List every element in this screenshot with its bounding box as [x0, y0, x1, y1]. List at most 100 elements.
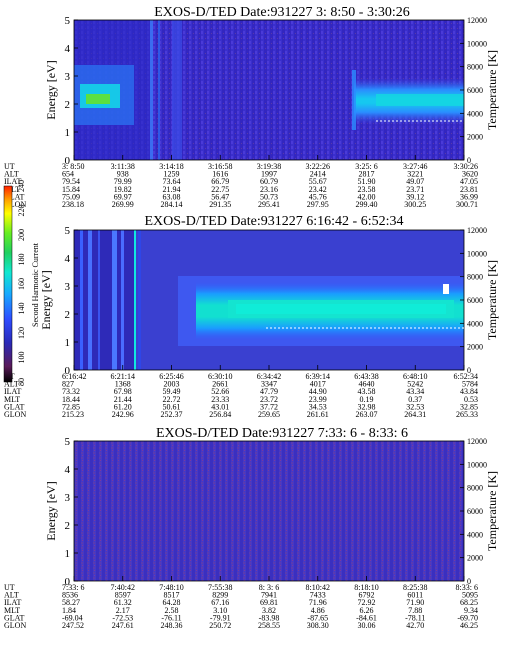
table-cell: 23.16: [260, 185, 278, 194]
table-cell: 23.81: [460, 185, 478, 194]
table-cell: 7433: [310, 591, 326, 600]
table-cell: -69.04: [62, 613, 83, 622]
panel-3-ylabel: Energy [eV]: [44, 481, 58, 540]
ytick-right-label: 4000: [467, 109, 483, 118]
panel-3-title: EXOS-D/TED Date:931227 7:33: 6 - 8:33: 6: [156, 426, 408, 441]
table-cell: 295.41: [258, 200, 280, 209]
table-cell: 938: [117, 170, 129, 179]
table-cell: 45.76: [309, 192, 327, 201]
panel-2-title: EXOS-D/TED Date:931227 6:16:42 - 6:52:34: [145, 214, 404, 229]
table-cell: 23.42: [309, 185, 327, 194]
row-label: GLON: [4, 621, 26, 630]
ytick-right-label: 12000: [467, 226, 487, 235]
table-cell: 263.07: [356, 410, 378, 419]
table-cell: 21.94: [163, 185, 181, 194]
table-cell: 6:43:38: [354, 372, 378, 381]
table-cell: 248.36: [161, 621, 183, 630]
table-cell: 3:27:46: [403, 162, 427, 171]
table-cell: 21.44: [114, 395, 132, 404]
ytick-right-label: 4000: [467, 530, 483, 539]
panel-3: EXOS-D/TED Date:931227 7:33: 6 - 8:33: 6…: [4, 426, 499, 630]
ytick-right-label: 2000: [467, 133, 483, 142]
ytick-right-label: 4000: [467, 319, 483, 328]
table-cell: 3:22:26: [306, 162, 330, 171]
table-cell: 23.99: [309, 395, 327, 404]
table-cell: 79.54: [62, 177, 80, 186]
table-cell: 3347: [261, 380, 277, 389]
ytick-right-label: 8000: [467, 484, 483, 493]
table-cell: 4017: [310, 380, 326, 389]
table-cell: 43.34: [406, 387, 424, 396]
table-cell: 2414: [310, 170, 326, 179]
table-cell: 47.79: [260, 387, 278, 396]
panel-3-heatmap: [74, 441, 464, 581]
panel-1-ylabel: Energy [eV]: [44, 60, 58, 119]
panel-3-yticks: 0 1 2 3 4 5: [65, 436, 78, 588]
table-cell: 23.58: [358, 185, 376, 194]
table-cell: -83.98: [259, 613, 280, 622]
table-cell: 4640: [359, 380, 375, 389]
table-cell: 32.85: [460, 402, 478, 411]
table-cell: 56.47: [211, 192, 229, 201]
ytick-right-label: 8000: [467, 63, 483, 72]
table-cell: 3221: [407, 170, 423, 179]
ytick-right-label: 0: [467, 577, 471, 586]
ytick-label: 5: [65, 225, 71, 237]
table-cell: -84.61: [356, 613, 377, 622]
table-cell: 6:21:14: [111, 372, 135, 381]
ytick-label: 1: [65, 127, 71, 139]
table-cell: 242.96: [112, 410, 134, 419]
table-cell: 6:34:42: [257, 372, 281, 381]
table-cell: 71.90: [406, 598, 424, 607]
table-cell: 37.72: [260, 402, 278, 411]
colorbar-tick: 200: [17, 229, 26, 241]
table-cell: 259.65: [258, 410, 280, 419]
table-cell: 7.88: [408, 606, 422, 615]
colorbar-ticks: 80 100 120 140 160 180 200 220 240: [17, 180, 26, 386]
table-cell: 18.44: [62, 395, 80, 404]
table-cell: 7:33: 6: [62, 583, 84, 592]
table-cell: 284.14: [161, 200, 183, 209]
colorbar-tick: 220: [17, 205, 26, 217]
table-cell: 23.71: [406, 185, 424, 194]
table-cell: 42.00: [358, 192, 376, 201]
ytick-right-label: 10000: [467, 460, 487, 469]
table-cell: 6792: [359, 591, 375, 600]
colorbar-tick: 240: [17, 180, 26, 192]
ytick-label: 3: [65, 71, 71, 83]
ytick-label: 3: [65, 492, 71, 504]
table-cell: 79.99: [114, 177, 132, 186]
table-cell: 0.37: [408, 395, 422, 404]
panel-1-ylabel-right: Temperature [K]: [485, 50, 499, 130]
table-cell: 67.98: [114, 387, 132, 396]
panel-1-title: EXOS-D/TED Date:931227 3: 8:50 - 3:30:26: [154, 5, 409, 20]
row-label: GLON: [4, 410, 26, 419]
table-cell: 66.79: [211, 177, 229, 186]
table-cell: 7941: [261, 591, 277, 600]
table-cell: 69.81: [260, 598, 278, 607]
table-cell: 8: 3: 6: [259, 583, 279, 592]
table-cell: 42.70: [406, 621, 424, 630]
table-cell: 3:16:58: [208, 162, 232, 171]
row-label: UT: [4, 162, 15, 171]
ytick-label: 0: [65, 365, 71, 377]
panel-1-orbit-table: UTALTILATMLTGLATGLON3: 8:5065479.5415.84…: [4, 155, 478, 209]
table-cell: 308.30: [307, 621, 329, 630]
ytick-label: 1: [65, 548, 71, 560]
table-cell: 8:18:10: [354, 583, 378, 592]
table-cell: 1259: [164, 170, 180, 179]
colorbar-tick: 80: [17, 378, 26, 386]
panel-2-orbit-table: UTALTILATMLTGLATGLON6:16:4282773.3218.44…: [4, 365, 478, 419]
panel-3-ylabel-right: Temperature [K]: [485, 471, 499, 551]
table-cell: 8:33: 6: [456, 583, 478, 592]
table-cell: 2003: [164, 380, 180, 389]
table-cell: -79.91: [210, 613, 231, 622]
table-cell: 6:52:34: [454, 372, 478, 381]
row-label: GLON: [4, 200, 26, 209]
table-cell: 50.73: [260, 192, 278, 201]
row-label: GLAT: [4, 402, 25, 411]
table-cell: 55.67: [309, 177, 327, 186]
table-cell: 2817: [359, 170, 375, 179]
table-cell: 49.07: [406, 177, 424, 186]
